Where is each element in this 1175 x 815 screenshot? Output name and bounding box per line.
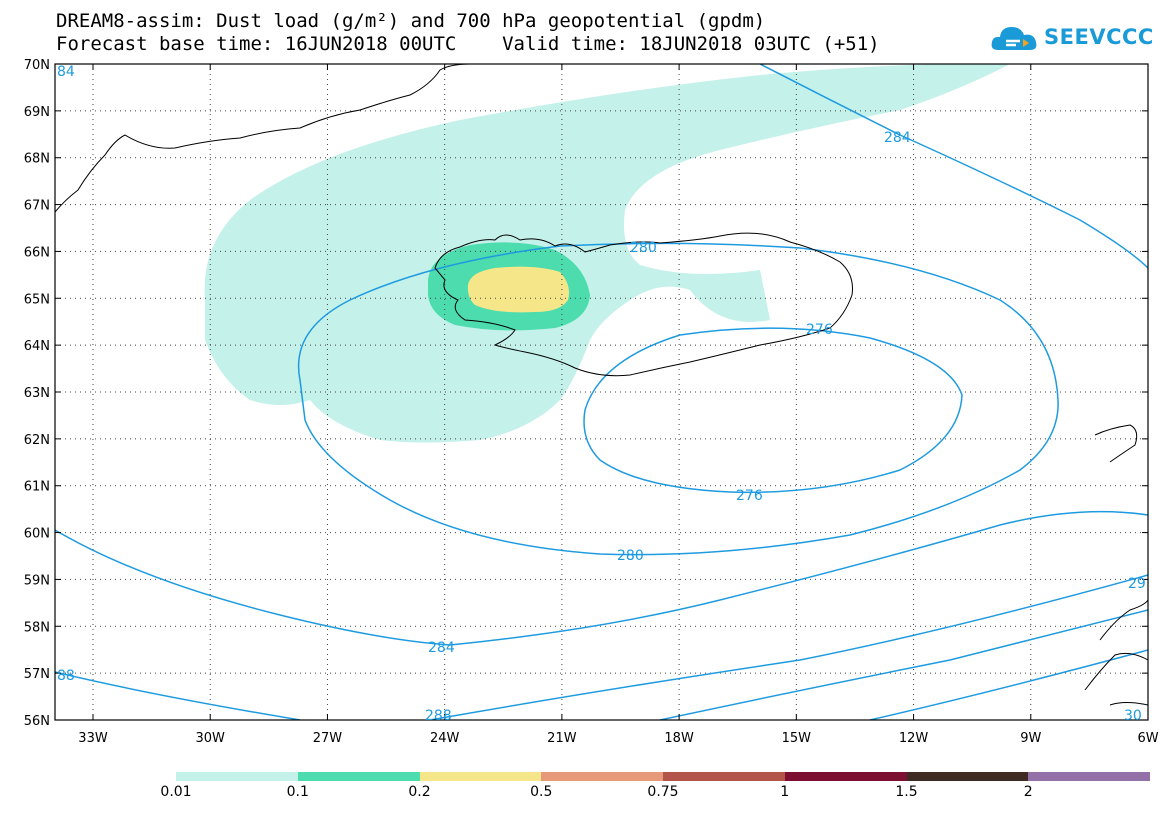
- lon-label-21w: 21W: [547, 731, 577, 746]
- colorbar-label: 0.5: [530, 784, 553, 800]
- lon-label-15w: 15W: [782, 731, 812, 746]
- contour-288-lower-line: [429, 574, 1148, 720]
- latitude-labels: 70N 69N 68N 67N 66N 65N 64N 63N 62N 61N 60N 59N 58N 5…: [24, 58, 50, 729]
- dust-area-light: [204, 64, 1010, 443]
- contour-280-line: [297, 242, 1059, 556]
- greenland-coast: [55, 64, 471, 213]
- colorbar-segment: [906, 772, 1029, 781]
- contour-284-upper-line: [759, 64, 1148, 269]
- lon-label-33w: 33W: [78, 731, 108, 746]
- lat-label-61n: 61N: [24, 480, 50, 495]
- colorbar-segment: [541, 772, 663, 781]
- contour-284-line: [55, 510, 1148, 646]
- contour-292-line: [659, 609, 1148, 720]
- lat-label-65n: 65N: [24, 292, 50, 307]
- lat-label-60n: 60N: [24, 527, 50, 542]
- contour-label-30: 30: [1124, 708, 1142, 724]
- lat-label-67n: 67N: [24, 199, 50, 214]
- lat-label-59n: 59N: [24, 573, 50, 588]
- lat-label-63n: 63N: [24, 386, 50, 401]
- lon-label-27w: 27W: [313, 731, 343, 746]
- lat-label-57n: 57N: [24, 667, 50, 682]
- colorbar-label: 0.75: [647, 784, 679, 800]
- lon-label-30w: 30W: [196, 731, 226, 746]
- lon-label-6w: 6W: [1137, 731, 1158, 746]
- contour-296-line: [869, 649, 1148, 720]
- colorbar-segment: [297, 772, 420, 781]
- iceland-coast: [434, 232, 853, 377]
- colorbar-label: 1.5: [895, 784, 918, 800]
- contour-288-line: [55, 671, 301, 720]
- contour-labels: 284 284 280 276 276 280 288 29 30 84 88: [57, 64, 1146, 724]
- colorbar-label: 2: [1023, 784, 1033, 800]
- lat-label-56n: 56N: [24, 714, 50, 729]
- colorbar-label: 0.01: [160, 784, 192, 800]
- map-gridlines: [55, 64, 1148, 720]
- faroe-scotland-coast: [1084, 424, 1148, 706]
- contour-label-280-upper: 280: [630, 240, 657, 256]
- lat-label-62n: 62N: [24, 433, 50, 448]
- colorbar-segment: [419, 772, 542, 781]
- dust-area-high: [467, 266, 569, 313]
- lat-label-64n: 64N: [24, 339, 50, 354]
- lat-label-68n: 68N: [24, 152, 50, 167]
- lat-label-66n: 66N: [24, 245, 50, 260]
- lat-label-69n: 69N: [24, 105, 50, 120]
- logo-text: SEEVCCC: [1044, 25, 1154, 49]
- lon-label-9w: 9W: [1020, 731, 1041, 746]
- contour-label-284: 284: [428, 640, 455, 656]
- colorbar-label: 0.1: [286, 784, 309, 800]
- contour-label-284-upper: 284: [884, 130, 911, 146]
- colorbar-segment: [176, 772, 298, 781]
- lat-label-58n: 58N: [24, 620, 50, 635]
- lon-label-24w: 24W: [430, 731, 460, 746]
- contour-label-276-lower: 276: [736, 488, 763, 504]
- contour-label-280-lower: 280: [617, 548, 644, 564]
- cloud-logo-icon: [991, 27, 1037, 50]
- contour-label-29: 29: [1128, 576, 1146, 592]
- contour-label-84: 84: [57, 64, 75, 80]
- contour-276-line: [583, 327, 963, 494]
- seevccc-logo: SEEVCCC: [990, 18, 1153, 58]
- map-title: DREAM8-assim: Dust load (g/m²) and 700 h…: [56, 10, 766, 32]
- contour-label-276-upper: 276: [806, 322, 833, 338]
- contour-label-288-lower: 288: [425, 708, 452, 724]
- coastlines: [55, 64, 1148, 706]
- colorbar-label: 1: [780, 784, 790, 800]
- lon-label-12w: 12W: [899, 731, 929, 746]
- axis-ticks: [55, 63, 1149, 721]
- colorbar-segment: [784, 772, 907, 781]
- lat-label-70n: 70N: [24, 58, 50, 73]
- contour-label-88: 88: [57, 668, 75, 684]
- lon-label-18w: 18W: [664, 731, 694, 746]
- colorbar-label: 0.2: [408, 784, 431, 800]
- forecast-time-subtitle: Forecast base time: 16JUN2018 00UTC Vali…: [56, 33, 880, 55]
- geopotential-contours: [55, 64, 1148, 720]
- longitude-labels: 33W 30W 27W 24W 21W 18W 15W 12W 9W 6W: [78, 731, 1158, 746]
- colorbar-segment: [1028, 772, 1150, 781]
- colorbar-segment: [663, 772, 785, 781]
